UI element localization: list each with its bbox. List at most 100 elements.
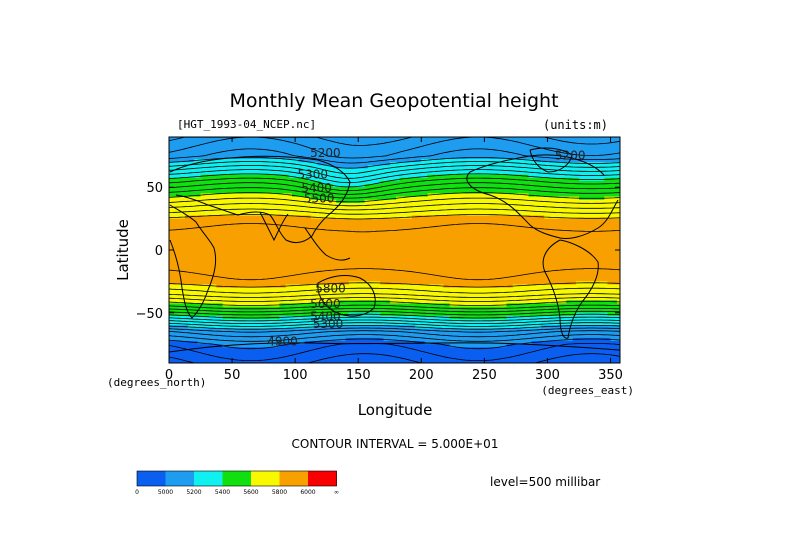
contour-band-cell bbox=[604, 155, 608, 160]
contour-band-cell bbox=[402, 196, 407, 201]
contour-band-cell bbox=[301, 237, 306, 242]
contour-band-cell bbox=[301, 171, 306, 176]
contour-band-cell bbox=[604, 187, 608, 191]
contour-band-cell bbox=[187, 218, 192, 223]
contour-band-cell bbox=[601, 180, 605, 185]
contour-band-cell bbox=[550, 140, 555, 144]
contour-band-cell bbox=[178, 177, 183, 182]
contour-band-cell bbox=[601, 184, 605, 188]
contour-band-cell bbox=[310, 149, 315, 154]
contour-band-cell bbox=[484, 177, 489, 182]
contour-band-cell bbox=[364, 234, 369, 239]
contour-band-cell bbox=[323, 218, 328, 223]
contour-band-cell bbox=[210, 215, 214, 220]
contour-band-cell bbox=[468, 243, 473, 248]
contour-band-cell bbox=[415, 168, 419, 173]
contour-band-cell bbox=[228, 187, 233, 191]
contour-band-cell bbox=[200, 146, 205, 151]
contour-band-cell bbox=[512, 215, 517, 220]
contour-band-cell bbox=[374, 162, 378, 166]
contour-band-cell bbox=[225, 187, 230, 191]
contour-band-cell bbox=[254, 171, 258, 176]
contour-band-cell bbox=[187, 143, 192, 148]
contour-band-cell bbox=[184, 155, 189, 160]
contour-band-cell bbox=[333, 221, 337, 226]
contour-band-cell bbox=[497, 199, 501, 204]
contour-band-cell bbox=[273, 187, 277, 191]
contour-band-cell bbox=[415, 180, 419, 185]
contour-band-cell bbox=[295, 174, 299, 179]
contour-band-cell bbox=[440, 146, 444, 151]
contour-band-cell bbox=[459, 171, 463, 176]
contour-band-cell bbox=[238, 240, 243, 245]
contour-band-cell bbox=[235, 212, 239, 217]
contour-band-cell bbox=[563, 193, 567, 198]
contour-band-cell bbox=[604, 215, 608, 220]
contour-band-cell bbox=[364, 224, 369, 229]
contour-band-cell bbox=[203, 155, 208, 160]
contour-band-cell bbox=[336, 209, 340, 213]
contour-band-cell bbox=[481, 218, 485, 223]
contour-band-cell bbox=[440, 218, 444, 223]
contour-band-cell bbox=[490, 224, 495, 229]
contour-band-cell bbox=[566, 234, 571, 239]
contour-band-cell bbox=[553, 209, 558, 213]
contour-band-cell bbox=[169, 193, 173, 198]
contour-band-cell bbox=[519, 184, 523, 188]
contour-band-cell bbox=[430, 199, 435, 204]
contour-band-cell bbox=[187, 171, 192, 176]
contour-band-cell bbox=[292, 231, 296, 235]
contour-band-cell bbox=[405, 137, 410, 141]
contour-band-cell bbox=[276, 209, 280, 213]
contour-band-cell bbox=[433, 180, 438, 185]
contour-band-cell bbox=[528, 221, 533, 226]
contour-band-cell bbox=[563, 224, 567, 229]
contour-band-cell bbox=[288, 137, 293, 141]
contour-band-cell bbox=[228, 221, 233, 226]
contour-band-cell bbox=[405, 228, 410, 232]
contour-band-cell bbox=[244, 152, 249, 157]
contour-band-cell bbox=[512, 209, 517, 213]
contour-band-cell bbox=[295, 165, 299, 169]
contour-band-cell bbox=[620, 162, 624, 166]
contour-band-cell bbox=[415, 140, 419, 144]
contour-band-cell bbox=[386, 221, 391, 226]
contour-band-cell bbox=[348, 190, 353, 195]
contour-band-cell bbox=[405, 162, 410, 166]
contour-band-cell bbox=[560, 174, 564, 179]
contour-band-cell bbox=[389, 224, 394, 229]
contour-band-cell bbox=[247, 196, 252, 201]
contour-band-cell bbox=[575, 231, 580, 235]
contour-band-cell bbox=[374, 218, 378, 223]
contour-band-cell bbox=[594, 231, 599, 235]
contour-band-cell bbox=[257, 187, 262, 191]
contour-band-cell bbox=[310, 202, 315, 207]
contour-band-cell bbox=[465, 149, 470, 154]
contour-band-cell bbox=[572, 184, 577, 188]
contour-band-cell bbox=[282, 199, 287, 204]
contour-band-cell bbox=[509, 146, 514, 151]
contour-band-cell bbox=[273, 143, 277, 148]
contour-band-cell bbox=[415, 237, 419, 242]
contour-band-cell bbox=[449, 234, 454, 239]
contour-band-cell bbox=[197, 158, 202, 163]
contour-band-cell bbox=[519, 171, 523, 176]
contour-band-cell bbox=[519, 212, 523, 217]
contour-band-cell bbox=[380, 162, 385, 166]
contour-band-cell bbox=[323, 187, 328, 191]
contour-band-cell bbox=[206, 231, 211, 235]
contour-band-cell bbox=[260, 234, 265, 239]
contour-band-cell bbox=[213, 162, 217, 166]
contour-band-cell bbox=[238, 187, 243, 191]
contour-band-cell bbox=[525, 165, 530, 169]
contour-band-cell bbox=[582, 180, 586, 185]
contour-band-cell bbox=[541, 218, 545, 223]
contour-band-cell bbox=[465, 190, 470, 195]
contour-band-cell bbox=[370, 187, 375, 191]
contour-band-cell bbox=[178, 231, 183, 235]
contour-band-cell bbox=[430, 168, 435, 173]
contour-band-cell bbox=[310, 177, 315, 182]
contour-band-cell bbox=[572, 190, 577, 195]
contour-band-cell bbox=[317, 165, 321, 169]
contour-band-cell bbox=[386, 224, 391, 229]
